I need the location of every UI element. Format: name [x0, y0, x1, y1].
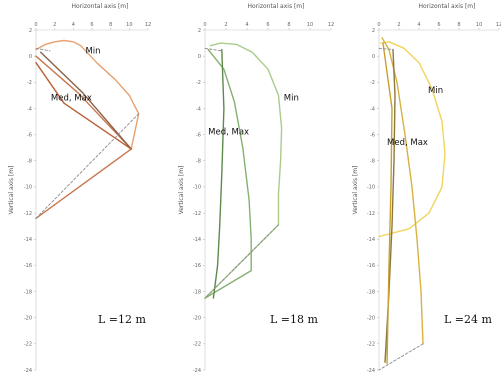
- x-tick-label: 12: [145, 22, 151, 28]
- x-tick-label: 10: [126, 22, 132, 28]
- y-tick-label: 2: [372, 28, 375, 34]
- y-tick-label: 2: [198, 28, 201, 34]
- y-tick-label: -22: [24, 342, 32, 348]
- y-tick-label: -6: [196, 132, 201, 138]
- y-axis-title: Vertical axis [m]: [178, 166, 185, 215]
- y-tick-label: -2: [196, 80, 201, 86]
- y-tick-label: -12: [24, 211, 32, 217]
- series-line-2: [204, 48, 252, 299]
- y-tick-label: -14: [24, 237, 32, 243]
- annotation-label: Med, Max: [51, 94, 92, 104]
- x-tick-label: 12: [328, 22, 334, 28]
- annotation-label: Min: [284, 94, 299, 104]
- y-tick-label: -10: [24, 185, 32, 191]
- x-tick-label: 2: [224, 22, 227, 28]
- y-tick-label: -12: [367, 211, 375, 217]
- y-axis-title: Vertical axis [m]: [8, 166, 15, 215]
- x-axis-title: Horizontal axis [m]: [72, 3, 129, 10]
- x-tick-label: 6: [90, 22, 93, 28]
- chart-panel-3: 0 2 4 6 8 10 1220-2-4-6-8-10-12-14-16-18-20-22…: [352, 3, 501, 374]
- y-tick-label: -2: [27, 80, 32, 86]
- annotation-label: Med, Max: [387, 138, 428, 148]
- x-tick-label: 8: [109, 22, 112, 28]
- y-tick-label: -18: [24, 289, 32, 295]
- x-axis-title: Horizontal axis [m]: [248, 3, 305, 10]
- series-line-5: [204, 224, 279, 299]
- y-tick-label: -8: [196, 159, 201, 165]
- series-line-1: [204, 42, 283, 299]
- y-tick-label: -22: [193, 342, 201, 348]
- x-tick-label: 2: [53, 22, 56, 28]
- series-line-5: [378, 47, 394, 51]
- x-tick-label: 10: [307, 22, 313, 28]
- series-line-6: [35, 113, 140, 219]
- x-tick-label: 0: [203, 22, 206, 28]
- y-tick-label: 0: [198, 54, 201, 60]
- series-line-1: [378, 41, 446, 238]
- x-tick-label: 2: [397, 22, 400, 28]
- y-tick-label: -6: [370, 132, 375, 138]
- chart-panel-2: 0 2 4 6 8 10 1220-2-4-6-8-10-12-14-16-18-20-22…: [178, 3, 334, 374]
- x-tick-label: 6: [266, 22, 269, 28]
- x-tick-label: 12: [496, 22, 501, 28]
- y-tick-label: -20: [367, 315, 375, 321]
- annotation-label: Min: [428, 86, 443, 96]
- x-tick-label: 4: [417, 22, 420, 28]
- y-tick-label: -8: [370, 159, 375, 165]
- length-label: L =18 m: [270, 313, 319, 326]
- series-line-3: [40, 51, 132, 150]
- series-line-5: [35, 47, 51, 52]
- series-line-3: [212, 48, 225, 299]
- series-line-6: [378, 343, 424, 371]
- y-tick-label: -6: [27, 132, 32, 138]
- length-label: L =12 m: [98, 313, 147, 326]
- y-tick-label: -12: [193, 211, 201, 217]
- x-tick-label: 0: [377, 22, 380, 28]
- y-tick-label: 2: [29, 28, 32, 34]
- series-line-4: [382, 42, 393, 365]
- series-line-4: [204, 47, 223, 52]
- y-tick-label: -20: [193, 315, 201, 321]
- annotation-label: Min: [85, 47, 100, 57]
- x-tick-label: 4: [72, 22, 75, 28]
- y-tick-label: 0: [372, 54, 375, 60]
- y-tick-label: -18: [367, 289, 375, 295]
- x-tick-label: 6: [437, 22, 440, 28]
- y-tick-label: -8: [27, 159, 32, 165]
- x-axis-title: Horizontal axis [m]: [419, 3, 476, 10]
- y-tick-label: -10: [193, 185, 201, 191]
- y-tick-label: -20: [24, 315, 32, 321]
- y-tick-label: -14: [193, 237, 201, 243]
- y-tick-label: -4: [196, 106, 201, 112]
- y-tick-label: -10: [367, 185, 375, 191]
- chart-panel-1: 0 2 4 6 8 10 1220-2-4-6-8-10-12-14-16-18-20-22…: [8, 3, 151, 374]
- x-tick-label: 8: [457, 22, 460, 28]
- y-tick-label: -24: [193, 368, 201, 374]
- y-axis-title: Vertical axis [m]: [352, 166, 359, 215]
- y-tick-label: -16: [193, 263, 201, 269]
- y-tick-label: -18: [193, 289, 201, 295]
- series-line-4: [35, 62, 132, 150]
- y-tick-label: -4: [27, 106, 32, 112]
- x-tick-label: 0: [34, 22, 37, 28]
- annotation-label: Med, Max: [208, 128, 249, 138]
- y-tick-label: -24: [367, 368, 375, 374]
- x-tick-label: 4: [245, 22, 248, 28]
- y-tick-label: -16: [367, 263, 375, 269]
- y-tick-label: -2: [370, 80, 375, 86]
- series-line-1: [35, 39, 140, 150]
- y-tick-label: -22: [367, 342, 375, 348]
- x-tick-label: 10: [476, 22, 482, 28]
- y-tick-label: -4: [370, 106, 375, 112]
- y-tick-label: -14: [367, 237, 375, 243]
- y-tick-label: -16: [24, 263, 32, 269]
- series-line-2: [381, 37, 424, 345]
- y-tick-label: 0: [29, 54, 32, 60]
- x-tick-label: 8: [287, 22, 290, 28]
- y-tick-label: -24: [24, 368, 32, 374]
- length-label: L =24 m: [444, 313, 493, 326]
- series-line-2: [35, 55, 132, 220]
